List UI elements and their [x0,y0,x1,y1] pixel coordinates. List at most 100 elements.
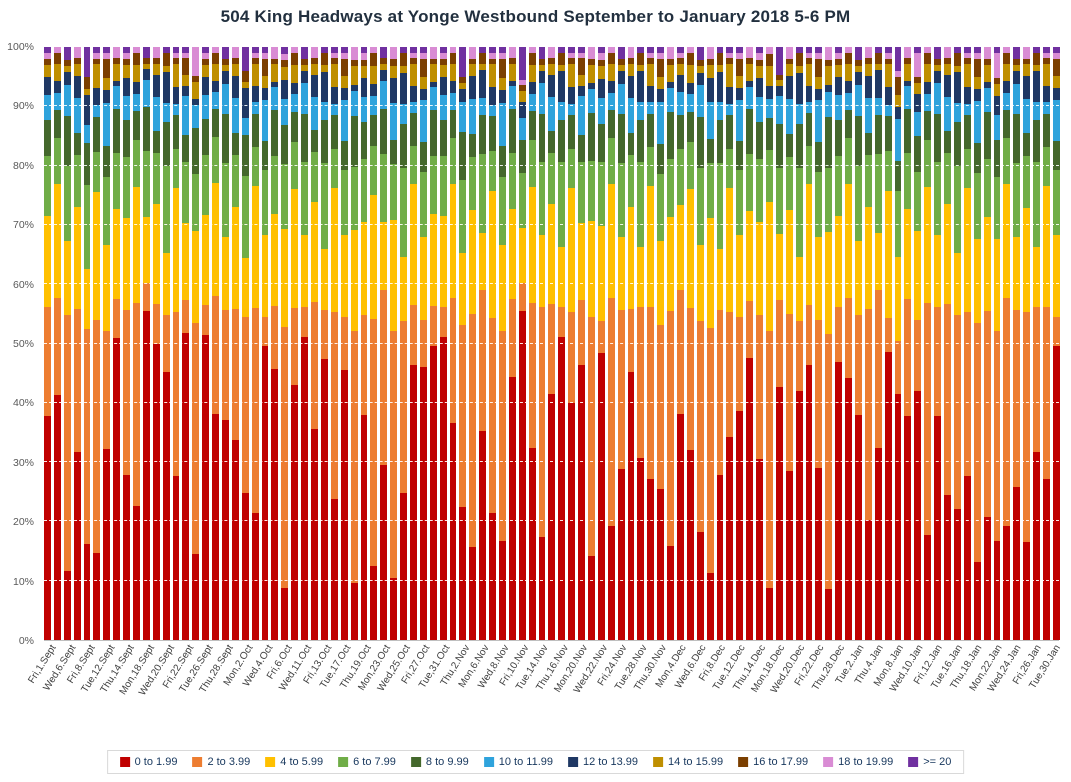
bar-segment [528,47,536,53]
bar-segment [686,450,694,640]
legend-swatch-icon [119,757,130,767]
bar-segment [123,120,131,158]
bar-segment [528,448,536,640]
bar-segment [587,316,595,557]
bar-segment [479,431,487,640]
stacked-bar [706,47,714,640]
bar-segment [311,96,318,131]
bar-segment [103,90,111,103]
bar-segment [162,121,170,166]
bar-segment [607,525,615,640]
y-axis-tick-label: 100% [7,41,34,53]
bar-segment [736,170,744,235]
bar-segment [518,90,526,102]
bar-segment [1052,234,1060,318]
bar-segment [1023,47,1031,59]
bar-segment [914,94,922,113]
bar-segment [746,210,754,302]
stacked-bar [775,47,783,640]
bar-segment [845,64,853,82]
bar-segment [904,209,912,299]
bar-segment [340,170,348,235]
bar-segment [775,123,783,168]
bar-segment [568,148,576,189]
bar-segment [805,112,813,146]
bar-segment [904,416,912,640]
bar-segment [498,90,506,103]
bar-segment [706,572,714,640]
legend-swatch-icon [567,757,578,767]
bar-segment [419,58,427,77]
bar-segment [1023,75,1031,99]
bar-segment [855,165,862,241]
bar-segment [281,164,289,230]
bar-segment [469,546,477,640]
bar-segment [855,415,862,640]
bar-segment [953,121,961,166]
bar-segment [350,116,358,167]
stacked-bar [222,47,229,640]
bar-segment [845,377,853,640]
stacked-bar [498,47,506,640]
bar-segment [587,47,595,60]
bar-segment [874,289,882,448]
bar-segment [63,240,71,316]
bar-segment [469,99,477,135]
bar-segment [756,159,764,222]
bar-segment [578,162,585,223]
bar-segment [706,47,714,60]
bar-segment [716,53,724,66]
bar-segment [657,77,665,90]
bar-segment [73,451,81,640]
bar-segment [1003,525,1011,640]
bar-segment [182,134,190,163]
bar-segment [795,47,803,54]
bar-segment [795,321,803,392]
bar-segment [320,248,328,310]
bar-segment [944,47,951,59]
bar-segment [963,47,971,53]
bar-segment [934,71,942,84]
bar-segment [113,298,121,338]
bar-segment [874,69,882,98]
bar-segment [756,53,764,60]
bar-segment [835,361,843,640]
bar-segment [63,315,71,572]
bar-segment [934,307,942,417]
bar-segment [400,321,407,494]
bar-segment [222,71,229,84]
bar-segment [291,94,299,113]
bar-segment [667,158,674,218]
bar-segment [716,163,724,249]
bar-segment [558,307,566,338]
bar-segment [963,148,971,189]
bar-segment [123,95,131,121]
bar-segment [1052,52,1060,59]
bar-segment [301,59,309,66]
bar-segment [360,221,368,316]
bar-segment [528,64,536,82]
bar-segment [815,236,823,320]
bar-segment [340,47,348,53]
bar-segment [330,103,338,115]
bar-segment [1052,47,1060,53]
bar-segment [578,58,585,75]
bar-segment [528,81,536,94]
bar-segment [93,87,101,106]
bar-segment [904,80,912,87]
bar-segment [93,151,101,193]
bar-segment [449,183,457,298]
bar-segment [409,184,417,306]
bar-segment [202,154,210,215]
bar-segment [53,109,61,139]
bar-segment [202,53,210,60]
bar-segment [241,117,249,136]
bar-segment [587,59,595,66]
bar-segment [241,88,249,118]
bar-segment [627,64,635,76]
bar-segment [330,52,338,59]
bar-segment [518,140,526,174]
bar-segment [162,165,170,254]
bar-segment [627,206,635,310]
bar-segment [538,65,546,72]
